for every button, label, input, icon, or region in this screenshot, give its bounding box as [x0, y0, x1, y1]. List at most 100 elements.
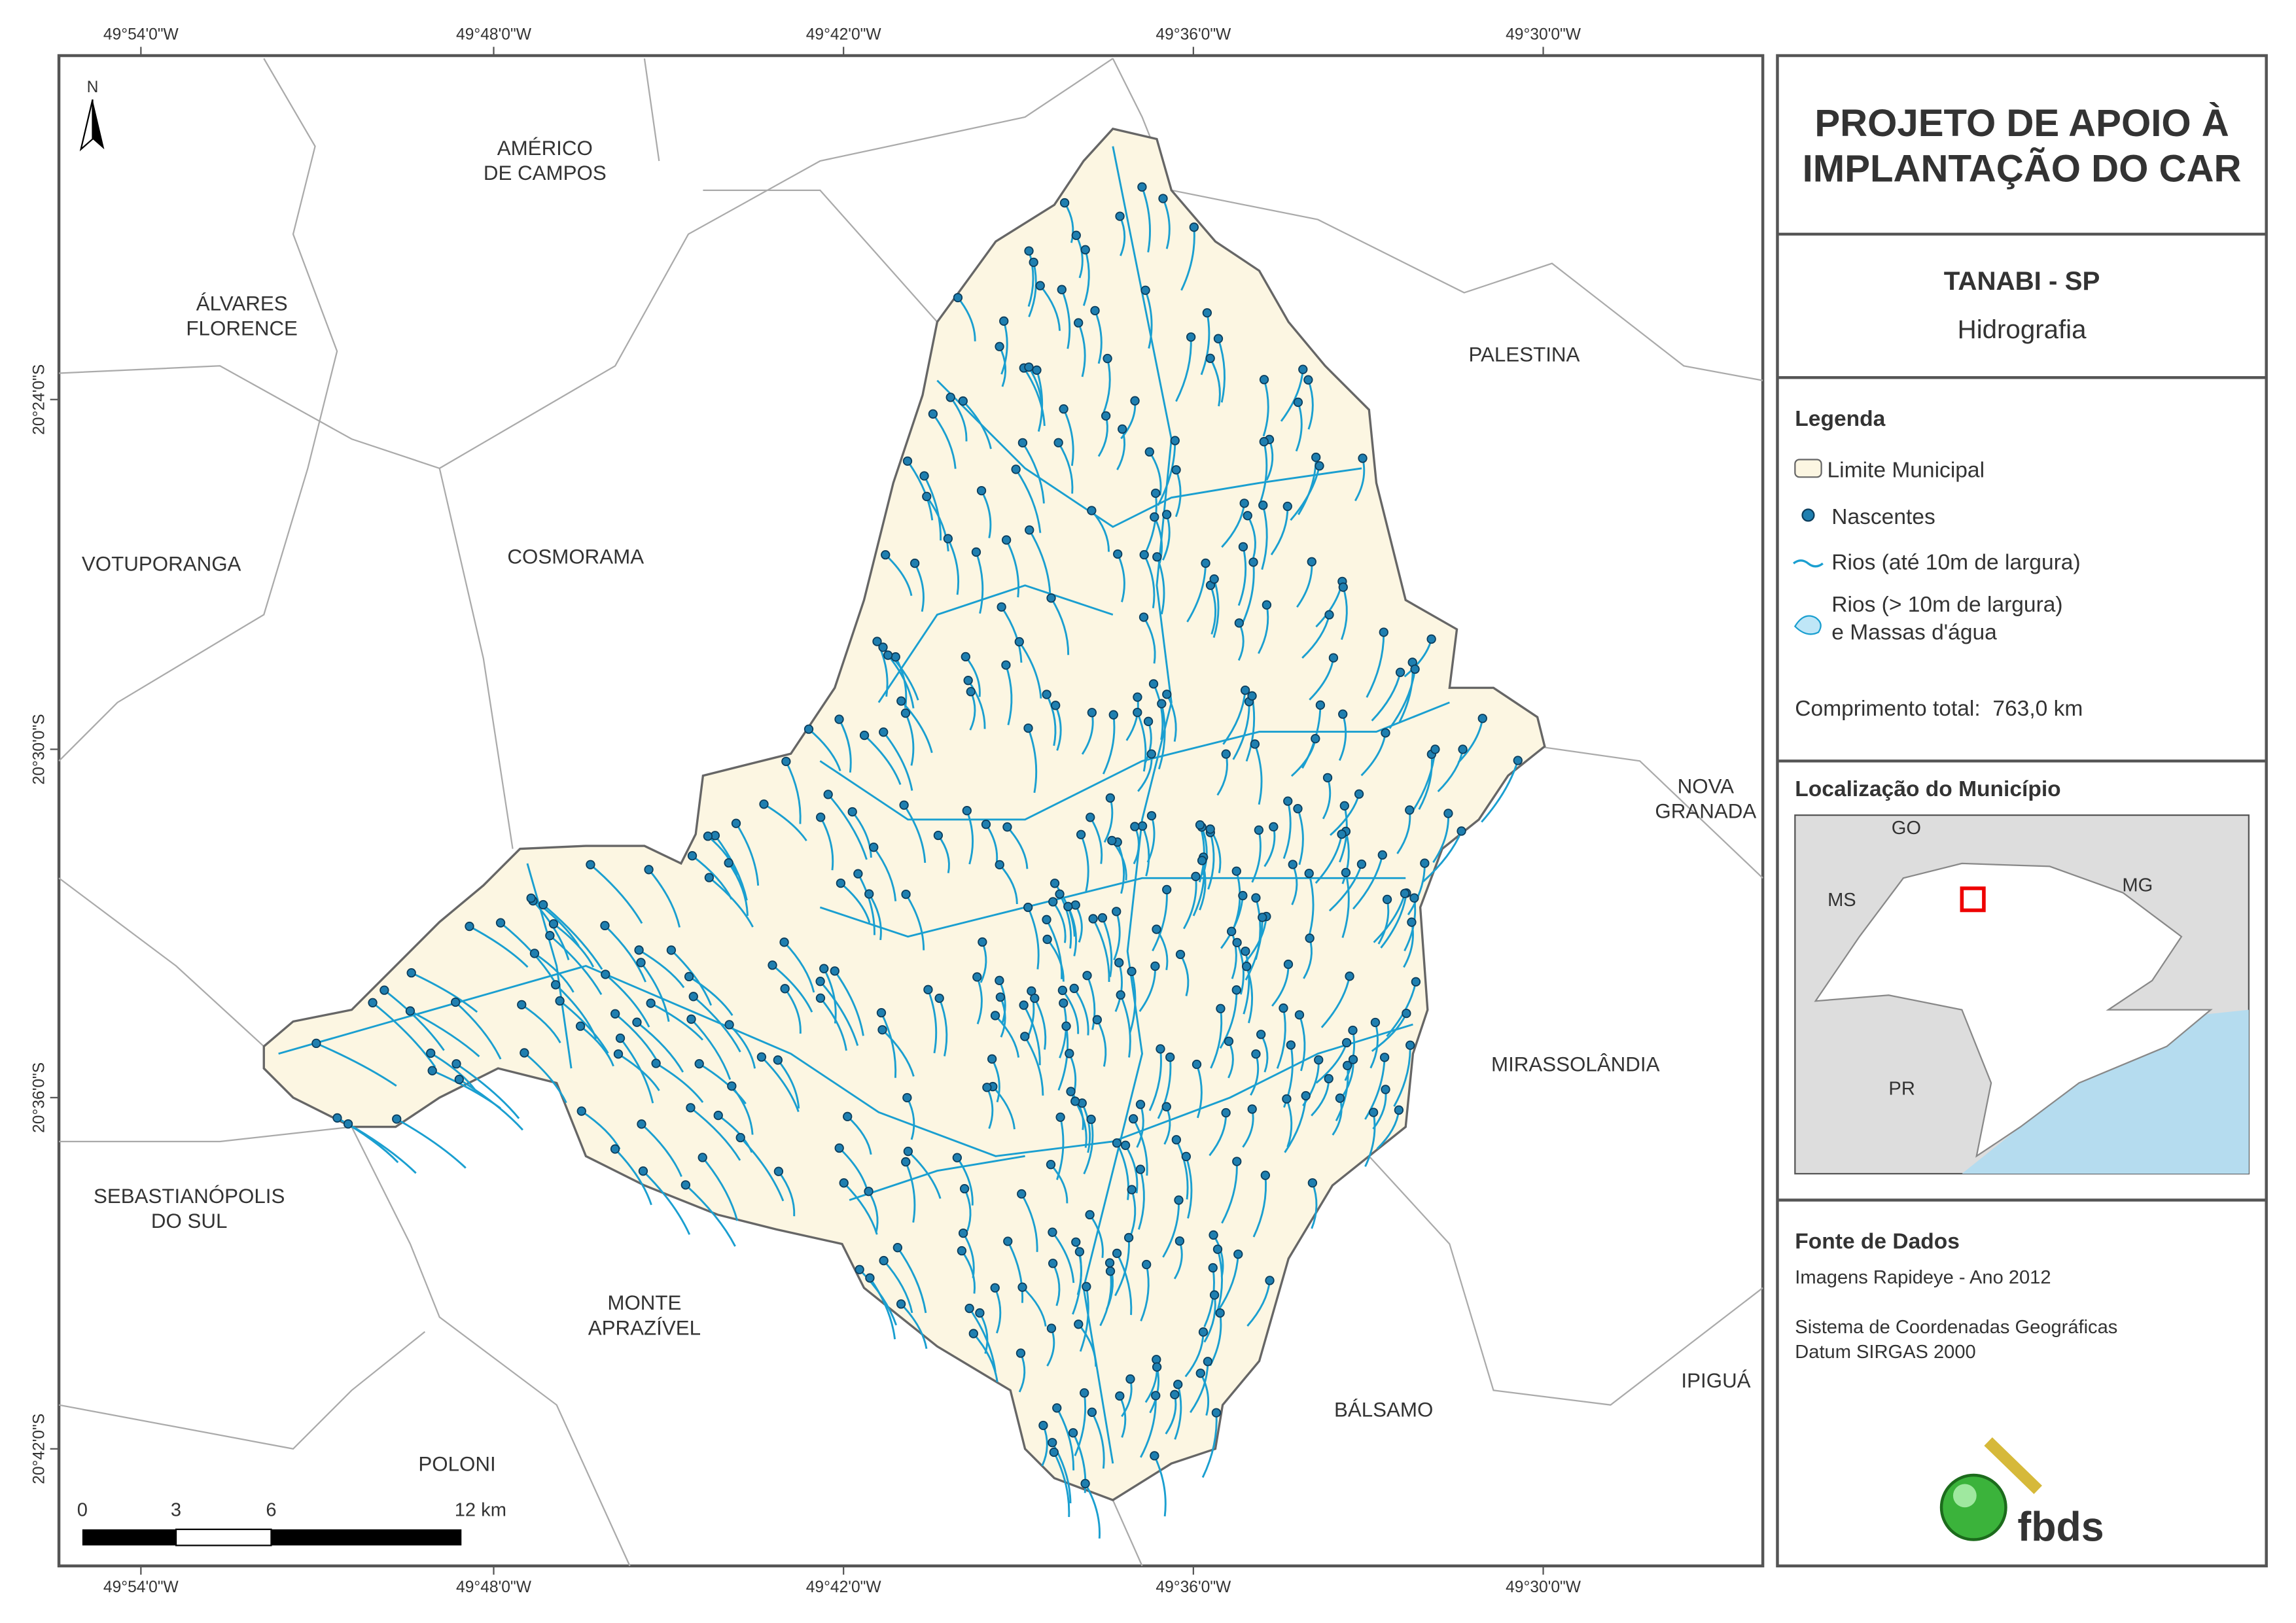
spring [1221, 1108, 1231, 1118]
tributary [1046, 939, 1065, 982]
tributary [885, 554, 913, 596]
spring [1407, 917, 1417, 927]
spring [1381, 728, 1390, 738]
scale-label: 3 [171, 1500, 181, 1521]
tributary [1101, 917, 1113, 977]
spring [1311, 452, 1321, 462]
spring [1035, 281, 1045, 290]
spring [1224, 1036, 1234, 1046]
tributary [881, 1029, 915, 1077]
legend-title: Legenda [1795, 407, 1885, 431]
tributary [1209, 358, 1221, 407]
spring [1209, 1290, 1220, 1300]
tributary [1006, 826, 1029, 869]
tributary [648, 869, 681, 928]
spring [1282, 501, 1292, 512]
spring [945, 393, 955, 402]
spring [1049, 1447, 1059, 1457]
tributary [641, 1123, 682, 1178]
tributary [1143, 554, 1156, 608]
tributary [1144, 290, 1153, 349]
spring [1001, 535, 1012, 545]
spring [1405, 1040, 1415, 1050]
spring [953, 292, 963, 303]
spring [1082, 1282, 1091, 1291]
spring [990, 1011, 1000, 1021]
spring [1377, 850, 1387, 860]
tributary [956, 1157, 974, 1206]
tributary [784, 988, 802, 1034]
tributary [605, 973, 650, 1028]
spring [517, 1000, 527, 1010]
legend-label: Rios (até 10m de largura) [1831, 550, 2080, 574]
tributary [619, 1038, 654, 1104]
springs [311, 182, 1523, 1489]
spring [1175, 949, 1186, 960]
spring [836, 878, 846, 888]
tributary [1080, 834, 1089, 892]
spring [1335, 1093, 1345, 1103]
spring [1379, 1053, 1390, 1062]
spring [1293, 804, 1303, 814]
tributary [549, 935, 603, 996]
tributary [614, 1148, 652, 1206]
spring [1195, 820, 1205, 830]
tributary [834, 970, 864, 1036]
tributary [455, 1001, 502, 1060]
tributary [880, 1012, 897, 1078]
spring [759, 799, 769, 809]
spring [1341, 1038, 1352, 1048]
spring [903, 1146, 913, 1157]
spring [1212, 1244, 1223, 1254]
tributary [1015, 468, 1042, 533]
spring [638, 1166, 648, 1176]
legend-symbol-boundary [1794, 459, 1822, 478]
spring [1053, 438, 1063, 447]
tributary [900, 700, 933, 754]
spring [1426, 634, 1436, 644]
municipality-name: MIRASSOLÂNDIA [1491, 1053, 1660, 1076]
tributary [857, 873, 875, 935]
spring [368, 998, 378, 1007]
municipality-name: VOTUPORANGA [82, 552, 241, 575]
tributary [1328, 864, 1363, 912]
spring [957, 1246, 967, 1256]
spring [1513, 756, 1523, 765]
scale-label: 6 [266, 1500, 276, 1521]
spring [981, 819, 991, 829]
spring [1115, 211, 1125, 221]
spring [451, 997, 461, 1007]
river [849, 1155, 1025, 1201]
river [526, 863, 573, 1069]
tributary [1000, 321, 1008, 375]
spring [1171, 1135, 1182, 1145]
tributary [532, 900, 570, 960]
spring [651, 1058, 661, 1068]
tributary [926, 496, 949, 551]
spring [933, 830, 944, 841]
municipality-name: GRANADA [1655, 800, 1756, 823]
spring [1265, 1276, 1275, 1285]
tributary [1005, 539, 1019, 598]
spring [892, 1243, 902, 1253]
spring [1293, 397, 1303, 408]
spring [877, 1025, 887, 1035]
tributary [819, 997, 847, 1051]
tributary [1116, 1142, 1130, 1200]
spring [1024, 246, 1034, 256]
spring [539, 899, 548, 910]
spring [1133, 692, 1142, 702]
tributary [1290, 465, 1320, 521]
spring [876, 1007, 887, 1018]
tributary [1261, 504, 1268, 570]
spring [928, 409, 938, 419]
spring [999, 316, 1009, 326]
spring [1080, 245, 1090, 254]
spring [879, 1255, 889, 1266]
tributary [1217, 1254, 1239, 1312]
spring [1181, 1151, 1191, 1162]
spring [1087, 1407, 1097, 1417]
tributary [459, 1078, 523, 1131]
sources-title: Fonte de Dados [1795, 1229, 1960, 1253]
spring [1090, 305, 1100, 316]
